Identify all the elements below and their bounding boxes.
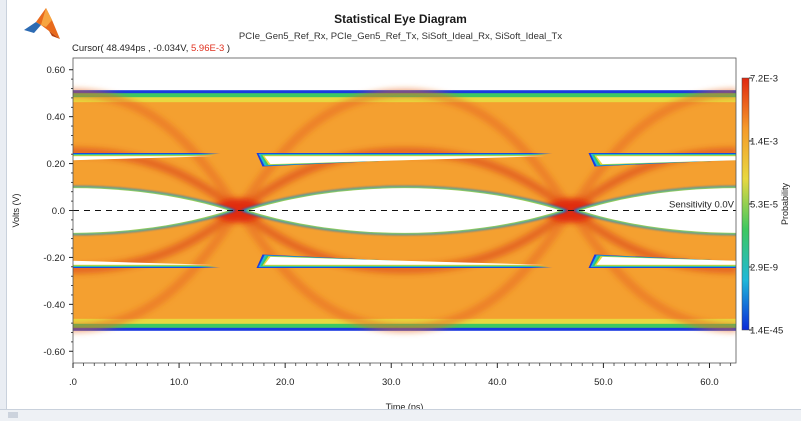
probability-colorbar: 7.2E-3 1.4E-3 5.3E-5 2.9E-9 1.4E-45 Probabili… <box>741 74 790 337</box>
cursor-readout-suffix: ) <box>224 43 231 54</box>
y-tick-label: -0.40 <box>43 300 65 311</box>
y-tick-label: 0.0 <box>52 206 65 217</box>
eye-opening-upper <box>264 156 545 165</box>
x-tick-label: 40.0 <box>488 377 507 388</box>
x-tick-label: .0 <box>69 377 77 388</box>
eye-opening-lower <box>73 260 213 265</box>
colorbar-tick-label: 1.4E-3 <box>750 137 778 148</box>
sensitivity-label: Sensitivity 0.0V <box>669 200 735 211</box>
chart-title: Statistical Eye Diagram <box>334 12 467 26</box>
colorbar-tick-label: 2.9E-9 <box>750 263 778 274</box>
y-tick-label: 0.40 <box>47 112 66 123</box>
x-axis-label: Time (ps) <box>386 402 424 412</box>
x-tick-label: 30.0 <box>382 377 401 388</box>
eye-opening-lower <box>264 256 545 265</box>
x-tick-label: 10.0 <box>170 377 189 388</box>
eye-opening-lower <box>596 256 736 265</box>
colorbar-tick-label: 5.3E-5 <box>750 200 778 211</box>
colorbar-tick-label: 7.2E-3 <box>750 74 778 85</box>
matlab-logo-icon <box>24 8 60 39</box>
y-tick-label: -0.20 <box>43 253 65 264</box>
chart-subtitle: PCIe_Gen5_Ref_Rx, PCIe_Gen5_Ref_Tx, SiSo… <box>238 31 563 42</box>
colorbar-gradient <box>741 77 750 331</box>
cursor-readout-prefix: Cursor( 48.494ps , -0.034V, <box>72 43 191 54</box>
horizontal-scrollbar[interactable] <box>0 409 801 421</box>
axes: 0.60 0.40 0.20 0.0 -0.20 -0.40 -0.60 .0 10.0 20.0… <box>11 57 737 412</box>
x-tick-label: 20.0 <box>276 377 295 388</box>
cursor-readout: Cursor( 48.494ps , -0.034V, 5.96E-3 ) <box>72 43 230 54</box>
x-tick-label: 60.0 <box>700 377 719 388</box>
cursor-probability-value: 5.96E-3 <box>191 43 225 54</box>
scrollbar-thumb[interactable] <box>8 412 18 418</box>
window-left-edge <box>0 0 7 420</box>
x-tick-label: 50.0 <box>594 377 613 388</box>
eye-opening-upper <box>73 156 213 161</box>
y-tick-label: 0.60 <box>47 65 66 76</box>
eye-opening-upper <box>596 156 736 165</box>
colorbar-tick-label: 1.4E-45 <box>750 326 783 337</box>
colorbar-label: Probability <box>780 182 790 225</box>
y-tick-label: 0.20 <box>47 159 66 170</box>
y-tick-label: -0.60 <box>43 347 65 358</box>
plot-area: Sensitivity 0.0V <box>73 88 736 333</box>
y-axis-label: Volts (V) <box>11 193 21 227</box>
